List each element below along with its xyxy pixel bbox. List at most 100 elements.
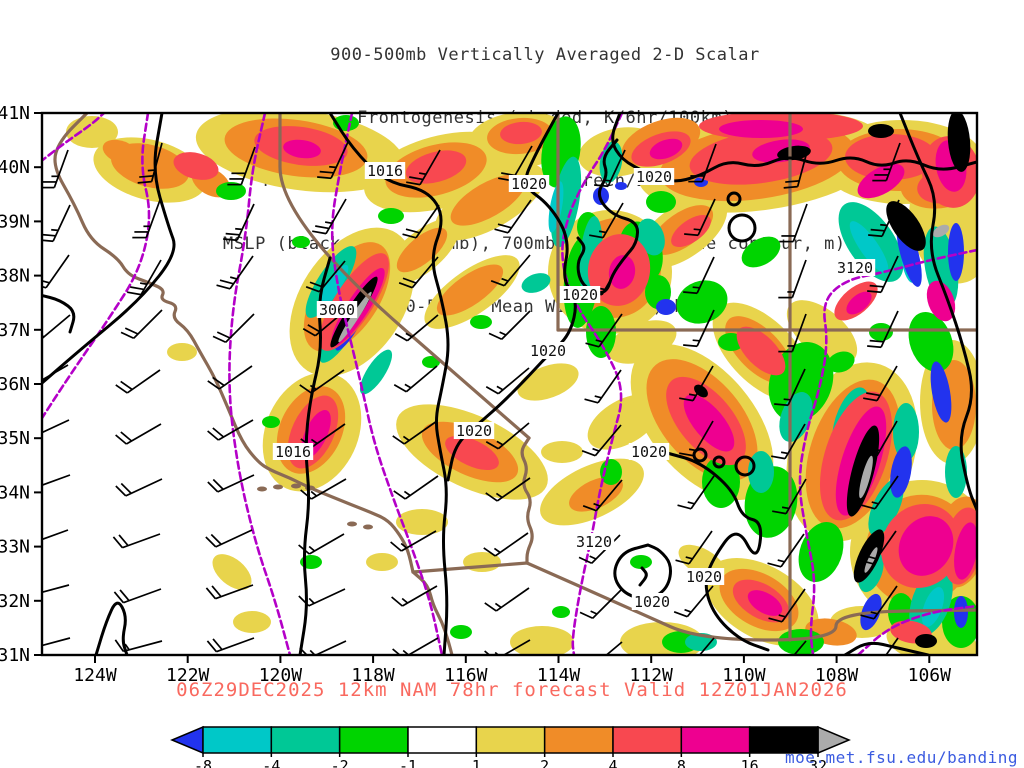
- wind-barb: [113, 588, 162, 604]
- wind-barb: [114, 639, 163, 653]
- wind-barb: [589, 202, 624, 239]
- shading-blob: [736, 326, 786, 376]
- shading-blob: [893, 403, 919, 461]
- wind-barb: [863, 420, 898, 457]
- lat-tick-label: 36N: [0, 374, 30, 395]
- shading-blob: [683, 394, 735, 452]
- shading-blob: [262, 416, 280, 428]
- wind-barb: [677, 475, 715, 510]
- contour-label: 3120: [837, 259, 873, 277]
- contour-label-box: [683, 568, 725, 585]
- wind-barb: [42, 529, 69, 541]
- lon-tick-label: 112W: [630, 665, 674, 686]
- wind-barb: [42, 419, 70, 434]
- shading-blob: [569, 476, 623, 512]
- state-border: [278, 113, 531, 440]
- lat-tick-label: 39N: [0, 211, 30, 232]
- shading-blob: [954, 522, 977, 580]
- mslp-contours-layer: [42, 113, 977, 655]
- shading-blob: [173, 152, 219, 180]
- wind-barb: [675, 530, 713, 565]
- wind-barb: [205, 584, 254, 600]
- contour-label: 1020: [511, 175, 547, 193]
- height-contours-layer: [42, 113, 977, 655]
- wind-barb: [484, 587, 530, 612]
- colorbar-segment: [748, 726, 819, 754]
- contour-label-box: [316, 301, 358, 318]
- shading-blob: [868, 124, 894, 138]
- wind-barb: [317, 141, 349, 180]
- colorbar-segment: [475, 726, 546, 754]
- island: [257, 486, 267, 492]
- shading-blob: [548, 181, 564, 233]
- wind-barb: [305, 260, 346, 293]
- shading-blob: [521, 273, 551, 293]
- contour-label-box: [834, 259, 876, 276]
- shading-blob: [948, 223, 964, 281]
- wind-barb: [485, 477, 531, 502]
- shading-blob: [926, 280, 956, 322]
- wind-barb: [115, 423, 162, 445]
- contour-label: 1020: [686, 568, 722, 586]
- mslp-contour: [42, 113, 176, 385]
- shading-blob: [450, 625, 472, 639]
- wind-barb: [299, 369, 345, 394]
- forecast-caption: 06Z29DEC2025 12km NAM 78hr forecast Vali…: [176, 679, 848, 701]
- wind-barb: [579, 589, 622, 620]
- title-line-1: 900-500mb Vertically Averaged 2-D Scalar: [330, 45, 760, 65]
- lon-tick-label: 108W: [815, 665, 859, 686]
- wind-barb: [771, 423, 806, 460]
- shading-blob: [747, 590, 783, 616]
- mslp-contour: [613, 543, 672, 600]
- shading-blob: [396, 509, 448, 535]
- colorbar-tick-label: -2: [331, 757, 349, 768]
- lon-tick-label: 120W: [259, 665, 303, 686]
- colorbar-segment: [543, 726, 614, 754]
- wind-barb: [594, 149, 626, 188]
- shading-blob: [359, 349, 393, 395]
- lat-tick-label: 31N: [0, 645, 30, 666]
- colorbar-tick-label: 8: [677, 757, 686, 768]
- shading-blob: [233, 611, 271, 633]
- shading-blob: [510, 626, 574, 655]
- wind-barb: [402, 204, 440, 239]
- wind-barb: [127, 259, 162, 296]
- lon-tick-label: 124W: [73, 665, 117, 686]
- shading-blob: [777, 145, 811, 161]
- lat-tick-label: 32N: [0, 591, 30, 612]
- lat-tick-label: 33N: [0, 537, 30, 558]
- wind-barb: [393, 475, 439, 500]
- height-contour: [42, 113, 151, 420]
- mslp-contour: [843, 641, 930, 655]
- mslp-contour: [576, 138, 640, 295]
- state-border: [520, 436, 534, 565]
- wind-barbs-layer: [42, 141, 901, 655]
- mslp-contour: [298, 256, 332, 655]
- wind-barb: [120, 309, 163, 340]
- colorbar-segment: [338, 726, 409, 754]
- shading-blob: [676, 280, 728, 324]
- shading-blob: [212, 554, 252, 590]
- contour-label-box: [633, 168, 675, 185]
- wind-barb: [398, 256, 439, 289]
- wind-barb: [312, 198, 347, 235]
- site-link[interactable]: moe.met.fsu.edu/banding: [784, 748, 1018, 767]
- height-contour: [856, 604, 977, 655]
- shading-blob: [859, 455, 873, 499]
- wind-barb: [683, 309, 715, 348]
- shading-blob: [864, 547, 878, 573]
- wind-barb: [867, 255, 899, 294]
- shading-blob: [778, 629, 824, 655]
- wind-barb: [42, 254, 70, 289]
- shading-blob: [947, 113, 971, 172]
- shading-blob: [846, 291, 872, 315]
- wind-barb: [779, 203, 808, 243]
- shading-blob: [366, 553, 398, 571]
- shading-blob: [908, 311, 954, 373]
- wind-barb: [212, 313, 255, 344]
- mslp-contour: [665, 451, 770, 652]
- mslp-contour: [638, 566, 648, 587]
- wind-barb: [300, 478, 347, 500]
- shading-blob: [436, 264, 504, 316]
- shading-blob: [283, 139, 321, 159]
